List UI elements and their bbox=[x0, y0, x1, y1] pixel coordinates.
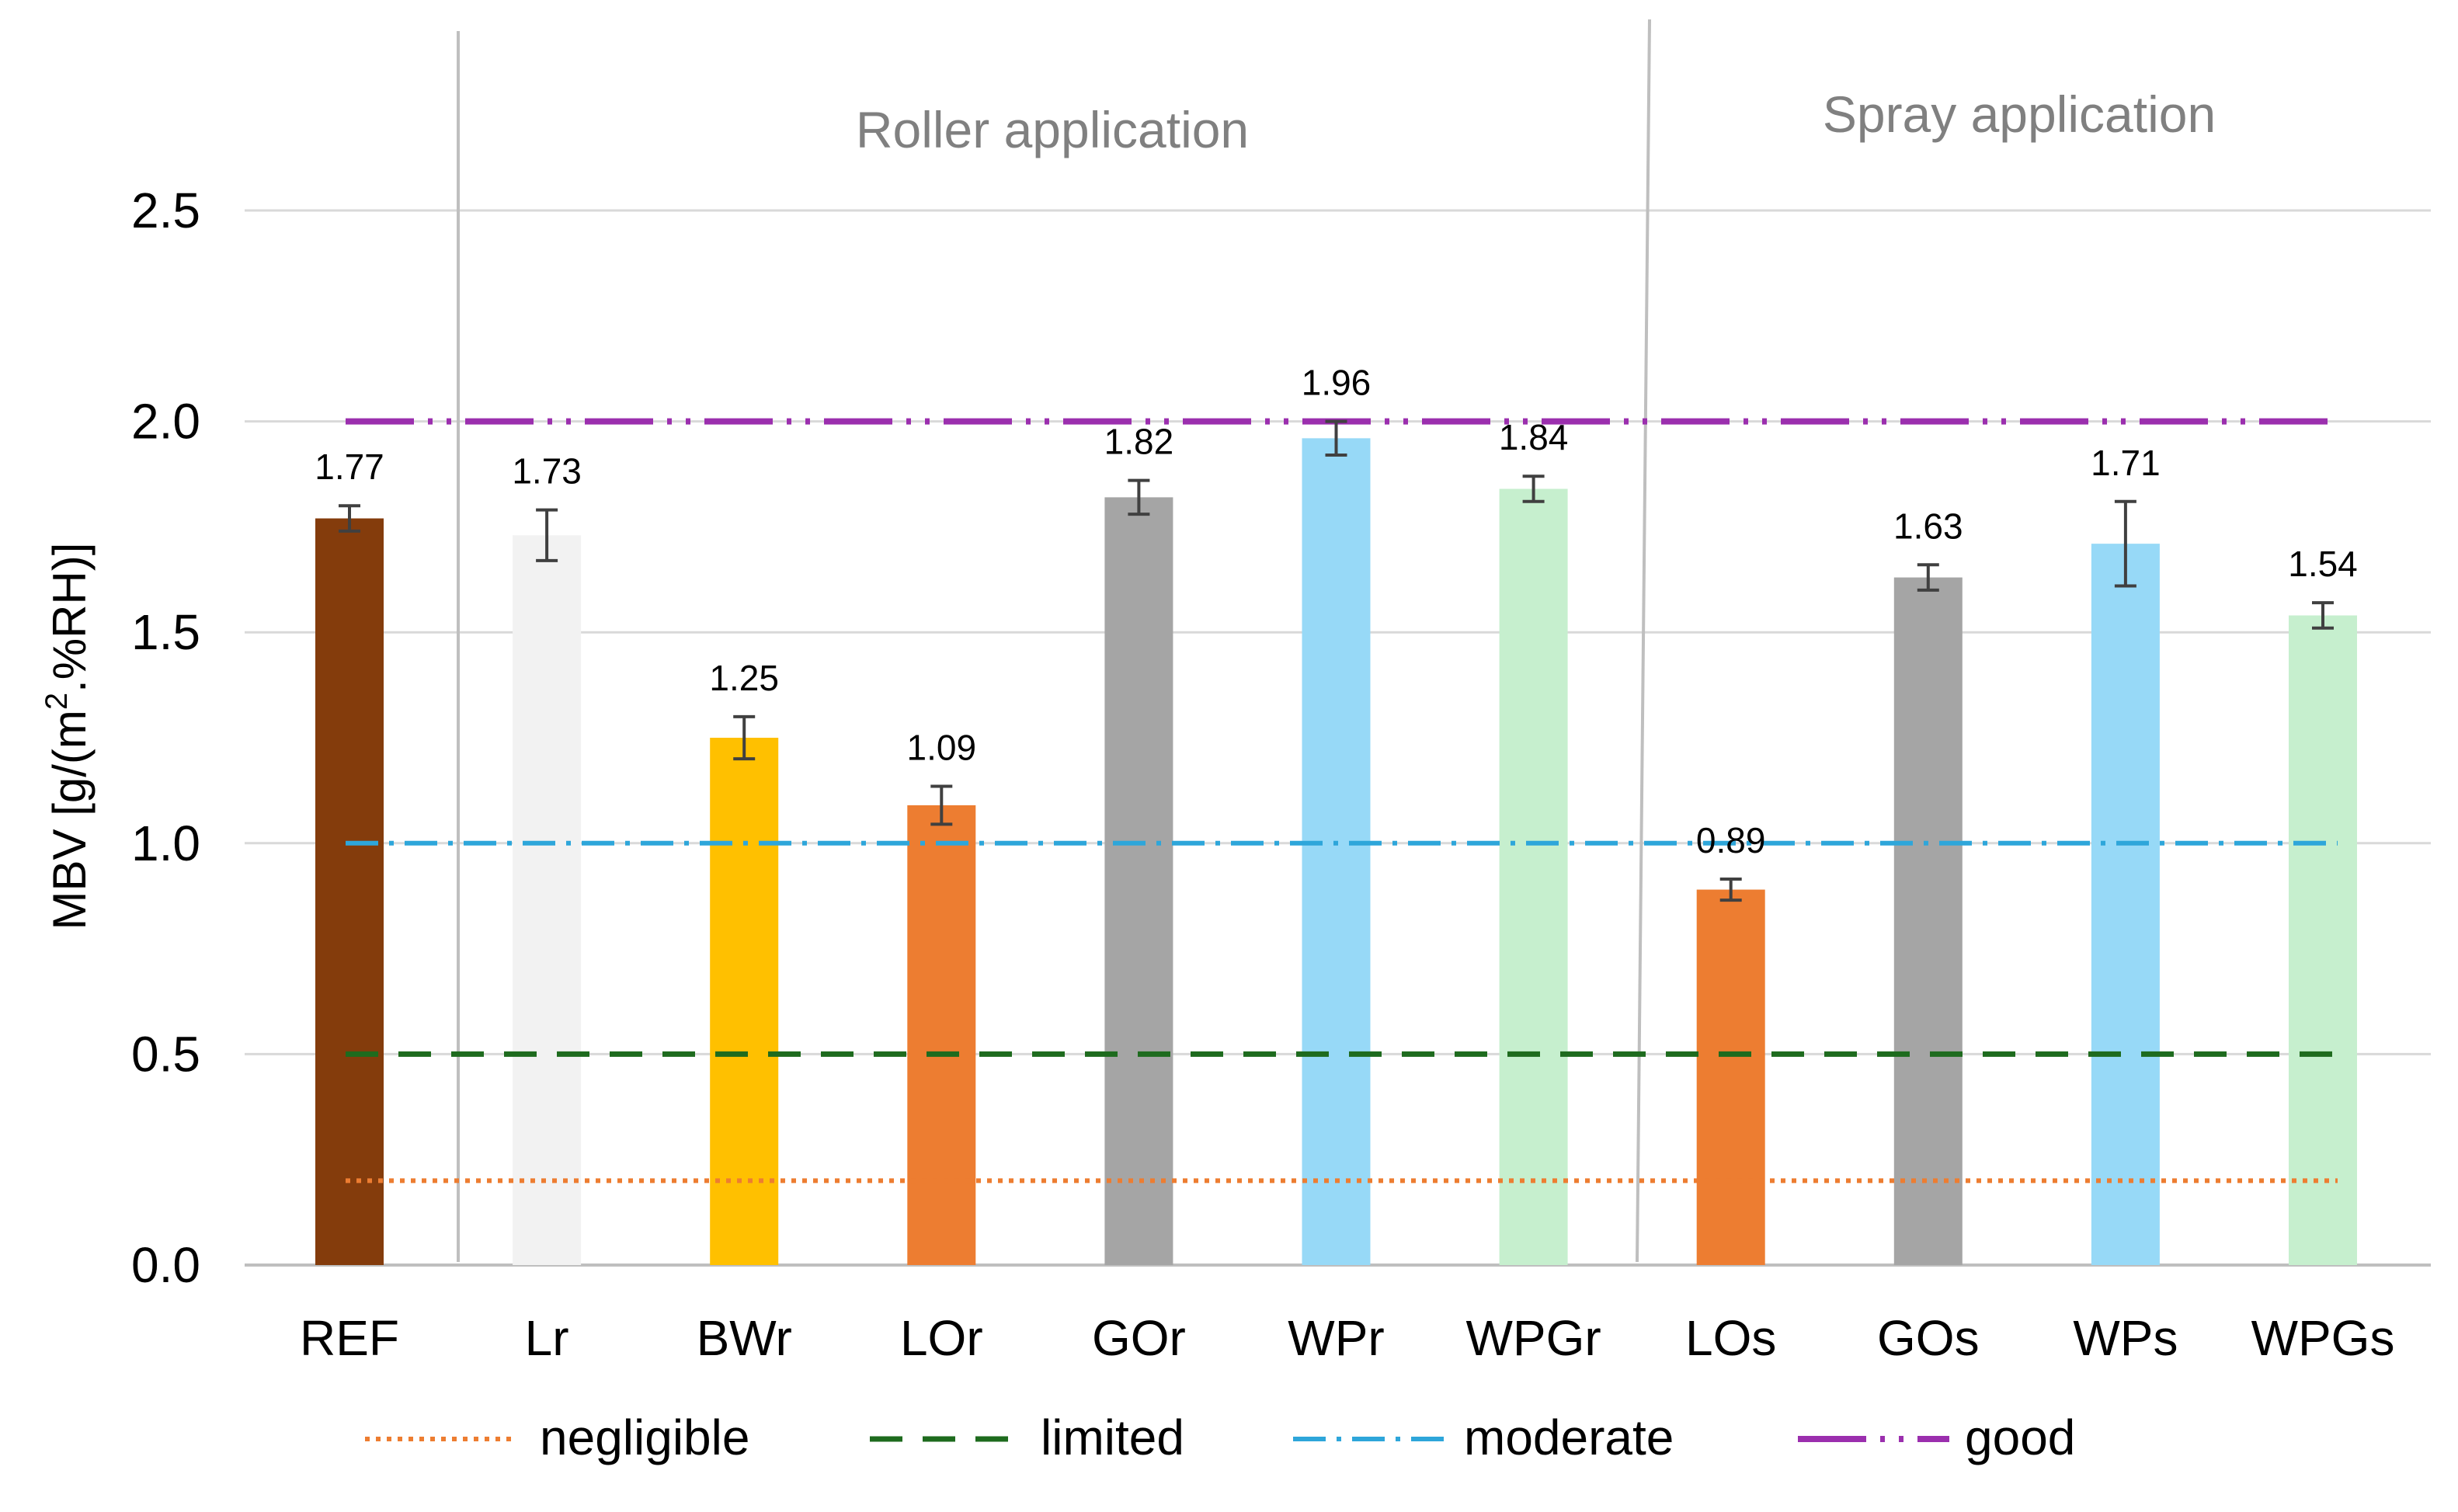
data-label: 1.54 bbox=[2288, 544, 2358, 584]
data-label: 1.96 bbox=[1302, 363, 1372, 403]
bar-lor bbox=[907, 805, 976, 1265]
bar-bwr bbox=[710, 738, 779, 1265]
error-bar bbox=[733, 714, 756, 761]
bar-wpgr bbox=[1499, 488, 1568, 1265]
x-category-label: WPGr bbox=[1466, 1310, 1601, 1366]
bar-gos bbox=[1893, 577, 1963, 1265]
x-category-label: LOr bbox=[900, 1310, 983, 1366]
data-label: 0.89 bbox=[1696, 820, 1766, 860]
x-axis-categories: REF Lr BWr LOr GOr WPr WPGr LOs GOs WPs WPGs bbox=[300, 1310, 2394, 1366]
bar-lr bbox=[513, 535, 582, 1265]
y-tick-label: 0.0 bbox=[131, 1237, 200, 1293]
error-bar bbox=[536, 508, 558, 562]
x-category-label: GOr bbox=[1092, 1310, 1186, 1366]
bar-wps bbox=[2091, 544, 2160, 1265]
error-bar bbox=[2114, 499, 2136, 588]
bar-wpgs bbox=[2289, 615, 2357, 1265]
data-label: 1.25 bbox=[709, 658, 779, 698]
bars bbox=[315, 438, 2357, 1265]
legend-label: good bbox=[1965, 1409, 2075, 1465]
data-labels: 1.77 1.73 1.25 1.09 1.82 1.96 1.84 0.89 1.63 1.71… bbox=[315, 363, 2358, 860]
error-bar bbox=[2312, 601, 2334, 630]
y-tick-label: 0.5 bbox=[131, 1026, 200, 1082]
y-tick-label: 1.0 bbox=[131, 815, 200, 871]
error-bar bbox=[1719, 877, 1742, 902]
error-bar bbox=[1325, 419, 1347, 457]
y-tick-label: 2.5 bbox=[131, 182, 200, 238]
legend-label: moderate bbox=[1464, 1409, 1674, 1465]
legend-item-moderate: moderate bbox=[1293, 1409, 1674, 1465]
x-category-label: WPGs bbox=[2251, 1310, 2395, 1366]
x-category-label: LOs bbox=[1685, 1310, 1776, 1366]
x-category-label: WPr bbox=[1288, 1310, 1384, 1366]
y-axis-title: MBV [g/(m2.%RH)] bbox=[40, 543, 96, 930]
bar-ref bbox=[315, 518, 384, 1265]
x-category-label: REF bbox=[300, 1310, 399, 1366]
data-label: 1.77 bbox=[315, 447, 384, 487]
bar-wpr bbox=[1302, 438, 1371, 1265]
group-separator bbox=[1636, 19, 1651, 1263]
bar-gor bbox=[1104, 497, 1173, 1265]
error-bars bbox=[339, 419, 2334, 902]
group-label: Spray application bbox=[1823, 85, 2216, 143]
error-bar bbox=[1522, 474, 1545, 503]
error-bar bbox=[930, 784, 953, 826]
error-bar bbox=[1917, 563, 1939, 592]
x-category-label: Lr bbox=[525, 1310, 569, 1366]
x-category-label: WPs bbox=[2073, 1310, 2178, 1366]
legend: negligible limited moderate good bbox=[365, 1409, 2075, 1465]
group-separators bbox=[457, 19, 1651, 1263]
data-label: 1.84 bbox=[1499, 417, 1569, 457]
group-labels: Roller application Spray application bbox=[856, 85, 2216, 158]
error-bar bbox=[339, 504, 360, 533]
data-label: 1.63 bbox=[1893, 506, 1963, 546]
legend-label: limited bbox=[1041, 1409, 1184, 1465]
data-label: 1.09 bbox=[907, 727, 977, 767]
y-tick-label: 1.5 bbox=[131, 604, 200, 660]
legend-item-good: good bbox=[1798, 1409, 2075, 1465]
data-label: 1.82 bbox=[1104, 422, 1174, 462]
data-label: 1.73 bbox=[512, 451, 582, 492]
bar-los bbox=[1696, 889, 1765, 1265]
error-bar bbox=[1128, 478, 1150, 516]
legend-item-negligible: negligible bbox=[365, 1409, 749, 1465]
data-label: 1.71 bbox=[2091, 443, 2161, 483]
group-label: Roller application bbox=[856, 101, 1249, 158]
legend-item-limited: limited bbox=[870, 1409, 1184, 1465]
x-category-label: GOs bbox=[1877, 1310, 1980, 1366]
y-axis-ticks: 0.0 0.5 1.0 1.5 2.0 2.5 bbox=[131, 182, 200, 1293]
y-tick-label: 2.0 bbox=[131, 394, 200, 450]
x-category-label: BWr bbox=[697, 1310, 792, 1366]
legend-label: negligible bbox=[540, 1409, 749, 1465]
